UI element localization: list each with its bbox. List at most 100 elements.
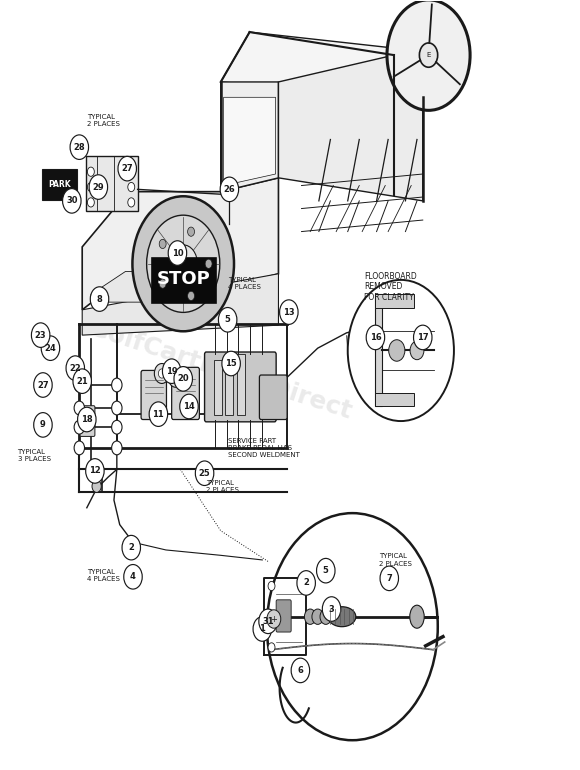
Text: 7: 7 <box>386 574 392 583</box>
Text: 11: 11 <box>153 410 164 419</box>
Circle shape <box>219 307 237 332</box>
Circle shape <box>174 367 193 391</box>
Circle shape <box>63 189 81 213</box>
Text: 2: 2 <box>128 543 134 552</box>
Text: 1: 1 <box>259 624 265 634</box>
Circle shape <box>348 280 454 421</box>
Polygon shape <box>221 32 423 97</box>
Text: PARK: PARK <box>48 180 71 189</box>
Text: 4: 4 <box>130 572 136 581</box>
Circle shape <box>128 167 135 176</box>
Circle shape <box>34 373 52 397</box>
Circle shape <box>410 341 424 360</box>
Text: 6: 6 <box>298 666 303 675</box>
Text: 28: 28 <box>74 142 85 152</box>
Text: 5: 5 <box>224 315 231 324</box>
Circle shape <box>86 459 104 484</box>
Circle shape <box>88 182 95 192</box>
Text: 2: 2 <box>303 578 309 588</box>
Circle shape <box>414 325 432 350</box>
FancyBboxPatch shape <box>141 370 166 420</box>
Circle shape <box>122 535 140 560</box>
Circle shape <box>268 581 275 591</box>
Circle shape <box>419 43 438 67</box>
Text: 17: 17 <box>417 333 429 342</box>
Text: TYPICAL
3 PLACES: TYPICAL 3 PLACES <box>17 449 50 462</box>
Polygon shape <box>278 55 423 201</box>
Circle shape <box>74 401 85 415</box>
Circle shape <box>380 566 398 591</box>
Circle shape <box>253 617 271 641</box>
Text: 3: 3 <box>329 604 335 614</box>
Text: 13: 13 <box>283 307 295 316</box>
Circle shape <box>169 245 197 283</box>
Circle shape <box>387 0 470 110</box>
Circle shape <box>205 259 212 269</box>
Circle shape <box>267 513 438 740</box>
Circle shape <box>172 373 179 382</box>
Circle shape <box>162 359 181 383</box>
Circle shape <box>158 369 165 378</box>
Circle shape <box>154 363 169 383</box>
FancyBboxPatch shape <box>172 367 200 420</box>
Circle shape <box>317 558 335 583</box>
Text: +: + <box>270 614 277 624</box>
Circle shape <box>88 198 95 207</box>
Circle shape <box>304 609 316 624</box>
Text: E: E <box>426 52 431 58</box>
Circle shape <box>90 286 109 311</box>
Text: 16: 16 <box>369 333 381 342</box>
Text: 27: 27 <box>37 380 49 390</box>
Text: 14: 14 <box>183 402 195 411</box>
FancyBboxPatch shape <box>237 353 245 415</box>
Circle shape <box>73 369 92 393</box>
Text: 29: 29 <box>93 182 104 192</box>
Circle shape <box>320 609 332 624</box>
Polygon shape <box>82 274 278 335</box>
FancyBboxPatch shape <box>276 600 291 632</box>
Text: TYPICAL
4 PLACES: TYPICAL 4 PLACES <box>87 569 119 582</box>
Circle shape <box>222 351 240 376</box>
Text: TYPICAL
2 PLACES: TYPICAL 2 PLACES <box>87 114 119 127</box>
Text: 27: 27 <box>121 164 133 173</box>
FancyBboxPatch shape <box>80 421 95 437</box>
Circle shape <box>111 420 122 434</box>
Polygon shape <box>375 294 382 407</box>
Circle shape <box>31 323 50 347</box>
FancyBboxPatch shape <box>205 352 276 422</box>
Circle shape <box>124 564 142 589</box>
Text: 9: 9 <box>40 420 46 430</box>
Circle shape <box>220 177 238 202</box>
Circle shape <box>78 407 96 432</box>
Circle shape <box>268 643 275 652</box>
Polygon shape <box>91 272 212 302</box>
Circle shape <box>92 480 101 492</box>
Circle shape <box>180 394 198 419</box>
Circle shape <box>312 609 324 624</box>
Circle shape <box>118 156 136 181</box>
Circle shape <box>291 658 310 683</box>
Circle shape <box>147 215 220 313</box>
Text: 12: 12 <box>89 467 101 475</box>
Ellipse shape <box>328 607 356 627</box>
Circle shape <box>159 239 166 249</box>
Text: 30: 30 <box>66 196 78 206</box>
Text: 22: 22 <box>70 363 81 373</box>
Circle shape <box>66 356 85 380</box>
Text: 25: 25 <box>199 469 211 477</box>
Circle shape <box>34 413 52 437</box>
Circle shape <box>88 167 95 176</box>
Circle shape <box>187 227 194 236</box>
Polygon shape <box>375 294 414 308</box>
Circle shape <box>187 291 194 300</box>
Circle shape <box>70 135 89 159</box>
Circle shape <box>132 196 234 331</box>
Circle shape <box>149 402 168 427</box>
Text: TYPICAL
4 PLACES: TYPICAL 4 PLACES <box>228 277 260 290</box>
Polygon shape <box>82 178 278 310</box>
Text: TYPICAL
2 PLACES: TYPICAL 2 PLACES <box>206 480 239 493</box>
Ellipse shape <box>410 605 424 628</box>
Circle shape <box>168 241 187 266</box>
Text: 15: 15 <box>225 359 237 368</box>
Polygon shape <box>224 97 276 186</box>
